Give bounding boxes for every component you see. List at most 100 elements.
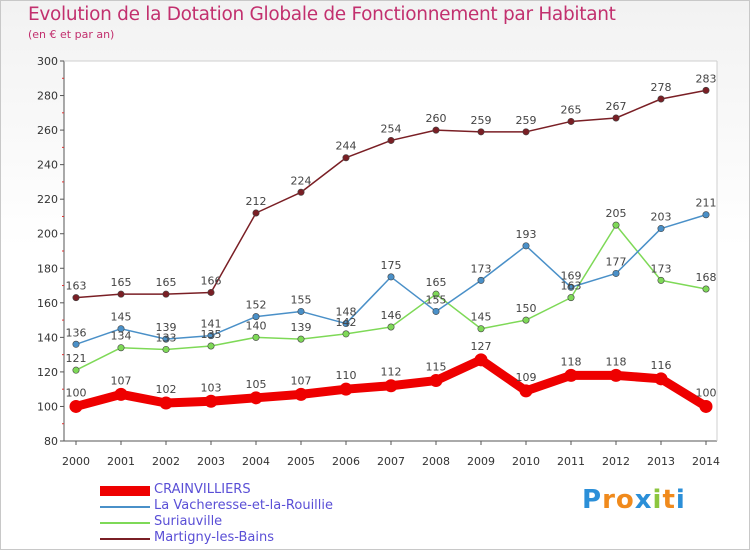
data-point xyxy=(72,294,80,302)
data-point xyxy=(162,290,170,298)
data-label: 163 xyxy=(561,280,582,293)
y-tick-label: 300 xyxy=(37,55,58,68)
data-label: 175 xyxy=(381,259,402,272)
data-point xyxy=(114,387,128,401)
data-label: 102 xyxy=(156,383,177,396)
x-tick-label: 2009 xyxy=(467,455,495,468)
logo-letter: o xyxy=(615,485,635,515)
data-point xyxy=(612,269,620,277)
y-tick-label: 140 xyxy=(37,331,58,344)
data-label: 135 xyxy=(201,328,222,341)
y-tick-label: 220 xyxy=(37,193,58,206)
data-label: 166 xyxy=(201,274,222,287)
data-point xyxy=(294,387,308,401)
data-label: 140 xyxy=(246,319,267,332)
y-tick-label: 180 xyxy=(37,262,58,275)
data-point xyxy=(474,353,488,367)
data-point xyxy=(702,86,710,94)
data-point xyxy=(384,379,398,393)
x-tick-label: 2012 xyxy=(602,455,630,468)
data-label: 121 xyxy=(66,352,87,365)
data-label: 145 xyxy=(471,311,492,324)
data-point xyxy=(567,294,575,302)
data-point xyxy=(699,399,713,413)
data-label: 148 xyxy=(336,306,357,319)
x-tick-label: 2003 xyxy=(197,455,225,468)
data-point xyxy=(567,283,575,291)
data-label: 265 xyxy=(561,103,582,116)
data-point xyxy=(567,117,575,125)
data-point xyxy=(477,325,485,333)
data-label: 107 xyxy=(111,374,132,387)
data-label: 150 xyxy=(516,302,537,315)
chart-title: Evolution de la Dotation Globale de Fonc… xyxy=(28,4,616,25)
data-point xyxy=(207,288,215,296)
x-tick-label: 2007 xyxy=(377,455,405,468)
y-tick-label: 260 xyxy=(37,124,58,137)
y-tick-label: 120 xyxy=(37,366,58,379)
data-point xyxy=(432,126,440,134)
data-label: 139 xyxy=(291,321,312,334)
data-label: 203 xyxy=(651,211,672,224)
x-tick-label: 2005 xyxy=(287,455,315,468)
data-point xyxy=(342,320,350,328)
legend-swatch xyxy=(100,506,150,508)
data-label: 118 xyxy=(561,355,582,368)
data-label: 283 xyxy=(696,72,717,85)
data-point xyxy=(657,95,665,103)
data-label: 173 xyxy=(651,262,672,275)
data-label: 193 xyxy=(516,228,537,241)
legend-swatch xyxy=(100,538,150,540)
data-label: 260 xyxy=(426,112,447,125)
data-point xyxy=(117,325,125,333)
data-point xyxy=(342,154,350,162)
data-label: 100 xyxy=(66,386,87,399)
x-tick-label: 2008 xyxy=(422,455,450,468)
data-point xyxy=(252,333,260,341)
data-label: 259 xyxy=(471,114,492,127)
data-point xyxy=(252,209,260,217)
chart-subtitle: (en € et par an) xyxy=(28,28,115,41)
data-label: 118 xyxy=(606,355,627,368)
data-label: 100 xyxy=(696,386,717,399)
data-label: 165 xyxy=(426,276,447,289)
data-point xyxy=(117,290,125,298)
x-tick-label: 2001 xyxy=(107,455,135,468)
data-point xyxy=(207,342,215,350)
data-point xyxy=(477,128,485,136)
logo-letter: r xyxy=(602,485,616,515)
x-tick-label: 2006 xyxy=(332,455,360,468)
data-label: 112 xyxy=(381,366,402,379)
data-point xyxy=(204,394,218,408)
legend-label: CRAINVILLIERS xyxy=(154,482,251,497)
data-label: 244 xyxy=(336,140,357,153)
data-label: 109 xyxy=(516,371,537,384)
data-point xyxy=(162,345,170,353)
data-label: 212 xyxy=(246,195,267,208)
data-label: 105 xyxy=(246,378,267,391)
data-label: 103 xyxy=(201,381,222,394)
y-tick-label: 100 xyxy=(37,400,58,413)
data-label: 169 xyxy=(561,269,582,282)
y-tick-label: 240 xyxy=(37,159,58,172)
data-label: 107 xyxy=(291,374,312,387)
data-label: 152 xyxy=(246,299,267,312)
data-point xyxy=(249,391,263,405)
logo-letter: i xyxy=(652,485,663,515)
data-label: 136 xyxy=(66,326,87,339)
data-label: 146 xyxy=(381,309,402,322)
data-point xyxy=(162,335,170,343)
legend-swatch xyxy=(100,486,150,496)
logo-letter: i xyxy=(675,485,686,515)
data-label: 177 xyxy=(606,255,627,268)
data-point xyxy=(612,221,620,229)
data-label: 155 xyxy=(426,293,447,306)
x-tick-label: 2002 xyxy=(152,455,180,468)
data-point xyxy=(612,114,620,122)
data-label: 259 xyxy=(516,114,537,127)
data-point xyxy=(564,368,578,382)
data-point xyxy=(69,399,83,413)
data-label: 173 xyxy=(471,262,492,275)
data-point xyxy=(297,335,305,343)
